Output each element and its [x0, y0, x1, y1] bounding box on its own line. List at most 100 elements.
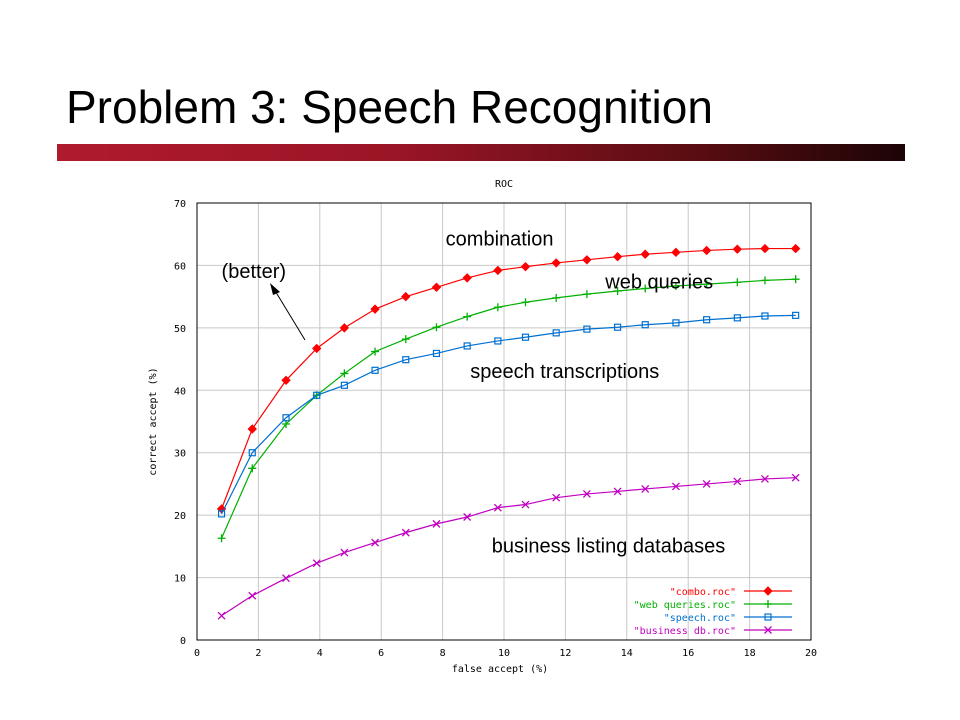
data-point	[702, 280, 711, 289]
data-point	[432, 349, 441, 358]
data-point	[641, 321, 649, 329]
data-point	[582, 290, 591, 299]
data-point	[493, 503, 502, 512]
data-point	[248, 449, 256, 457]
data-point	[340, 381, 348, 389]
data-point	[792, 311, 800, 319]
data-point	[761, 312, 769, 320]
plot-frame	[196, 202, 812, 641]
data-point	[641, 284, 650, 293]
x-tick-label: 14	[621, 648, 633, 659]
series-speech-transcriptions	[217, 311, 800, 518]
y-tick-label: 50	[174, 324, 186, 335]
y-tick-label: 0	[180, 636, 186, 647]
better-arrow-head	[270, 283, 280, 295]
data-point	[217, 534, 226, 543]
grid	[197, 203, 811, 640]
annotation-label: speech transcriptions	[470, 361, 659, 383]
x-tick-label: 8	[440, 648, 446, 659]
annotation-label: web queries	[604, 272, 713, 294]
data-point	[671, 247, 681, 258]
y-tick-label: 60	[174, 261, 186, 272]
y-tick-label: 30	[174, 449, 186, 460]
data-point	[463, 513, 472, 521]
data-point	[613, 487, 622, 496]
x-tick-label: 10	[498, 648, 510, 659]
data-point	[247, 424, 257, 434]
data-point	[432, 323, 441, 332]
data-point	[613, 287, 622, 296]
data-point	[371, 538, 380, 547]
annotation-label: (better)	[222, 261, 286, 283]
data-point	[733, 314, 741, 322]
x-tick-label: 20	[805, 648, 817, 659]
data-point	[431, 282, 442, 292]
data-point	[370, 304, 380, 314]
data-point	[462, 273, 472, 283]
x-tick-label: 18	[744, 648, 756, 659]
data-point	[790, 243, 801, 254]
data-point	[733, 477, 742, 486]
data-point	[521, 333, 530, 341]
legend-label: "speech.roc"	[664, 613, 736, 624]
data-point	[432, 519, 441, 528]
data-point	[641, 484, 650, 493]
data-point	[248, 591, 257, 600]
data-point	[520, 261, 531, 272]
data-point	[402, 356, 410, 364]
data-point	[281, 375, 291, 386]
y-tick-label: 10	[174, 574, 186, 585]
data-point	[671, 482, 680, 491]
data-point	[582, 255, 592, 265]
data-point	[764, 613, 772, 621]
data-point	[493, 303, 502, 312]
data-point	[463, 312, 472, 321]
y-tick-label: 20	[174, 511, 186, 522]
data-point	[312, 343, 322, 354]
data-point	[582, 489, 591, 498]
series-group	[216, 243, 801, 620]
data-point	[521, 500, 530, 509]
data-point	[701, 245, 712, 256]
data-point	[217, 611, 226, 620]
data-point	[493, 265, 503, 276]
x-tick-label: 0	[194, 648, 200, 659]
legend-label: "combo.roc"	[670, 587, 736, 598]
series-line	[221, 278, 796, 539]
data-point	[613, 323, 622, 331]
data-point	[733, 278, 742, 287]
series-line	[221, 477, 796, 617]
slide-title: Problem 3: Speech Recognition	[66, 81, 713, 133]
data-point	[463, 342, 471, 350]
data-point	[551, 258, 561, 268]
legend: "combo.roc" "web queries.roc" "speech.roc"…	[634, 586, 792, 637]
y-tick-label: 70	[174, 199, 186, 210]
x-tick-label: 4	[317, 648, 323, 659]
data-point	[791, 473, 800, 482]
data-point	[764, 626, 772, 634]
x-tick-label: 2	[255, 648, 261, 659]
series-line	[220, 247, 796, 510]
data-point	[583, 325, 591, 333]
data-point	[552, 329, 560, 337]
y-axis-label: correct accept (%)	[148, 367, 159, 475]
legend-label: "web queries.roc"	[634, 600, 736, 611]
data-point	[612, 251, 623, 262]
data-point	[552, 493, 561, 502]
data-point	[672, 319, 680, 327]
data-point	[313, 391, 321, 399]
data-point	[371, 347, 380, 356]
data-point	[552, 293, 561, 302]
data-point	[760, 276, 769, 285]
data-point	[312, 559, 321, 568]
data-point	[248, 464, 257, 473]
data-point	[282, 574, 290, 583]
x-axis-label: false accept (%)	[452, 664, 548, 675]
data-point	[340, 548, 349, 557]
data-point	[339, 323, 350, 333]
x-tick-label: 12	[559, 648, 571, 659]
x-tick-label: 16	[682, 648, 694, 659]
data-point	[401, 291, 411, 302]
series-web-queries	[217, 275, 800, 543]
